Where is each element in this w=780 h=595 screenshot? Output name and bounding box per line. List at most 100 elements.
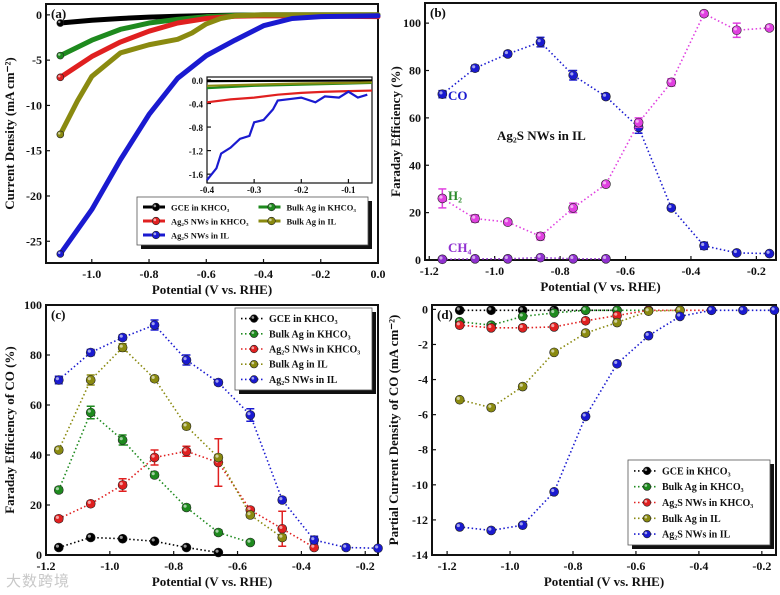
data-point	[549, 322, 559, 332]
data-point	[580, 328, 591, 338]
point-highlight	[343, 544, 347, 548]
data-point	[486, 402, 496, 413]
legend-item: Ag₂S NWs in KHCO₃	[143, 217, 249, 227]
legend-label: Ag₂S NWs in IL	[662, 530, 731, 541]
plot-frame	[45, 304, 379, 556]
series-line	[58, 536, 219, 554]
legend-label: GCE in KHCO₃	[171, 203, 230, 213]
series-gce-in-khco-	[454, 305, 622, 316]
data-point	[549, 347, 559, 358]
data-point	[249, 329, 259, 338]
series-line	[57, 13, 381, 257]
point-highlight	[519, 307, 523, 311]
data-point	[249, 314, 259, 323]
x-tick-label: -0.6	[626, 559, 645, 573]
point-highlight	[570, 72, 574, 76]
point-highlight	[151, 472, 155, 476]
point-highlight	[668, 204, 672, 209]
data-point	[249, 375, 259, 384]
point-highlight	[87, 349, 91, 353]
point-highlight	[614, 307, 618, 311]
x-tick-label: -0.4	[681, 264, 700, 278]
data-point	[454, 394, 465, 405]
series-line	[441, 12, 770, 238]
point-highlight	[247, 507, 251, 511]
point-highlight	[55, 487, 59, 491]
point-highlight	[537, 233, 541, 237]
y-tick-label: 20	[30, 498, 42, 512]
data-point	[149, 320, 160, 330]
legend-item: Ag₂S NWs in IL	[634, 530, 731, 541]
x-tick-label: -1.2	[438, 559, 457, 573]
data-point	[568, 70, 578, 81]
point-highlight	[87, 534, 91, 538]
point-highlight	[279, 497, 283, 501]
data-point	[666, 77, 677, 88]
x-tick-label: -0.4	[292, 559, 311, 573]
y-axis-label: Current Density (mA cm⁻²)	[2, 57, 17, 209]
plot-frame	[45, 3, 379, 264]
x-axis-label: Potential (V vs. RHE)	[544, 574, 664, 589]
panel-label: (b)	[430, 5, 446, 20]
data-point	[470, 213, 480, 224]
panel-a: -1.0 -0.8 -0.6 -0.4 -0.2 0.0 0 -5 -10 -15 -20 -25 (a…	[2, 3, 386, 297]
data-point	[151, 216, 161, 226]
point-highlight	[602, 93, 607, 97]
x-tick-label: -0.8	[164, 559, 183, 573]
point-highlight	[183, 544, 187, 548]
point-highlight	[551, 324, 555, 328]
y-tick-label: 0	[415, 253, 421, 267]
series-label-h2: H₂	[448, 188, 462, 203]
series-line	[57, 12, 381, 137]
legend-label: Ag₂S NWs in IL	[171, 231, 229, 241]
inset: -0.4 -0.3 -0.2 -0.1 0.0 -0.4 -0.8 -1.2 -1.6	[189, 76, 373, 195]
y-tick-label: -4	[418, 373, 428, 387]
y-tick-label: -6	[418, 408, 428, 422]
data-point	[642, 482, 652, 491]
series-ag-s-nws-in-il	[454, 305, 780, 536]
data-point	[642, 514, 652, 523]
point-highlight	[701, 10, 705, 14]
data-point	[642, 466, 652, 476]
data-point	[612, 358, 622, 369]
point-highlight	[614, 319, 618, 323]
point-highlight	[551, 349, 555, 353]
point-highlight	[644, 484, 648, 487]
x-tick-label: -1.0	[485, 264, 504, 278]
data-point	[56, 19, 65, 27]
x-tick-label: -0.8	[563, 559, 582, 573]
x-tick-label: -0.2	[294, 185, 309, 195]
point-highlight	[456, 396, 460, 400]
data-point	[486, 323, 496, 333]
data-point	[56, 73, 65, 82]
point-highlight	[311, 537, 315, 541]
series-gce-in-khco-	[53, 532, 224, 558]
data-point	[151, 202, 161, 212]
point-highlight	[551, 488, 555, 493]
data-point	[53, 485, 64, 495]
point-highlight	[279, 534, 283, 538]
data-point	[267, 202, 276, 212]
point-highlight	[247, 412, 251, 416]
data-point	[213, 452, 224, 463]
data-point	[568, 203, 578, 213]
point-highlight	[269, 204, 272, 208]
data-point	[117, 480, 128, 490]
point-highlight	[733, 27, 737, 31]
data-point	[642, 529, 652, 539]
panel-d: -1.2 -1.0 -0.8 -0.6 -0.4 -0.2 0 -2 -4 -6 -8 -10 -12 -…	[386, 302, 780, 589]
x-tick-label: -0.3	[247, 185, 262, 195]
data-point	[181, 446, 192, 457]
y-tick-label: -10	[26, 98, 42, 112]
x-tick-label: -0.2	[311, 267, 330, 281]
y-tick-label: 80	[30, 348, 42, 362]
point-highlight	[614, 312, 618, 316]
x-tick-label: -0.8	[140, 267, 159, 281]
x-tick-label: -0.6	[616, 264, 635, 278]
x-tick-label: -0.8	[551, 264, 570, 278]
point-highlight	[87, 377, 91, 381]
watermark: 大数跨境	[6, 572, 71, 590]
series-ag-s-nws-in-khco-	[53, 438, 319, 553]
point-highlight	[771, 307, 775, 311]
y-tick-label: -2	[418, 337, 428, 351]
